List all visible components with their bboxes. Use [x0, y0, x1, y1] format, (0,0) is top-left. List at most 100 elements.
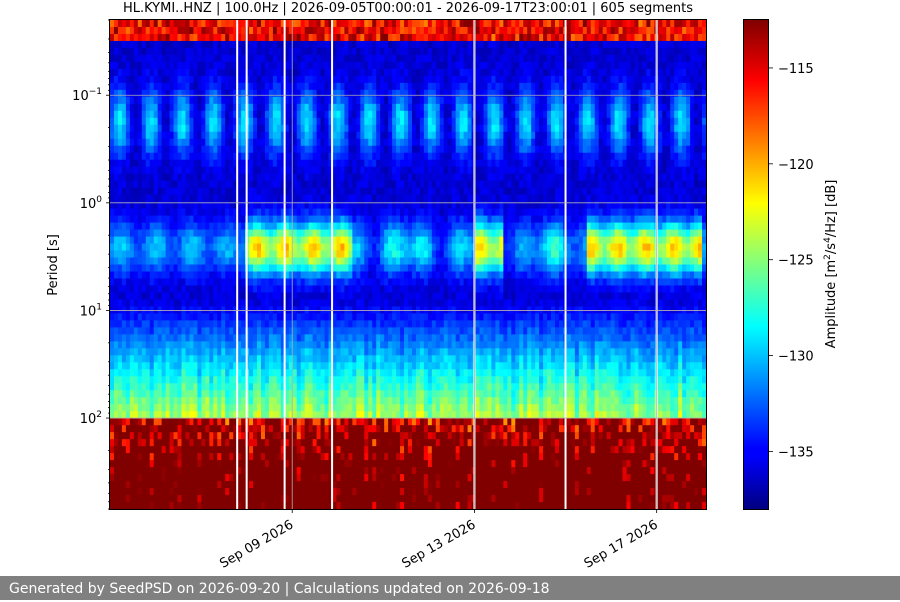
heatmap-column [483, 20, 488, 510]
heatmap-column [166, 20, 171, 510]
heatmap-column [583, 20, 588, 510]
heatmap-column [273, 20, 278, 510]
heatmap-column [638, 20, 643, 510]
heatmap-column [623, 20, 628, 510]
heatmap-column [174, 20, 179, 510]
heatmap-column [388, 20, 393, 510]
heatmap-column [185, 20, 190, 510]
heatmap-column [201, 20, 206, 510]
heatmap-column [229, 20, 234, 510]
heatmap-column [293, 20, 298, 510]
heatmap-column [448, 20, 453, 510]
heatmap-column [658, 20, 663, 510]
heatmap-column [507, 20, 512, 510]
heatmap-column [130, 20, 135, 510]
heatmap-column [555, 20, 560, 510]
heatmap-column [114, 20, 119, 510]
heatmap-column [356, 20, 361, 510]
heatmap-column [682, 20, 687, 510]
heatmap-column [698, 20, 703, 510]
colorbar-label: Amplitude [m2/s4/Hz] [dB] [823, 180, 839, 349]
heatmap-column [182, 20, 187, 510]
heatmap-column [468, 20, 473, 510]
heatmap-column [205, 20, 210, 510]
heatmap-column [376, 20, 381, 510]
heatmap-column [321, 20, 326, 510]
heatmap-column [464, 20, 469, 510]
heatmap-column [487, 20, 492, 510]
heatmap-column [440, 20, 445, 510]
heatmap-column [142, 20, 147, 510]
heatmap-column [150, 20, 155, 510]
heatmap-column [336, 20, 341, 510]
heatmap-column [392, 20, 397, 510]
heatmap-column [249, 20, 254, 510]
heatmap-column [551, 20, 556, 510]
heatmap-column [309, 20, 314, 510]
heatmap-column [368, 20, 373, 510]
heatmap-column [253, 20, 258, 510]
heatmap-column [595, 20, 600, 510]
y-tick-label: 101 [80, 302, 102, 319]
heatmap-column [193, 20, 198, 510]
heatmap-column [436, 20, 441, 510]
heatmap-column [277, 20, 282, 510]
heatmap-column [384, 20, 389, 510]
heatmap-column [591, 20, 596, 510]
colorbar-tick-label: −120 [778, 158, 814, 173]
heatmap-column [344, 20, 349, 510]
colorbar-tick-label: −125 [778, 254, 814, 269]
chart-title: HL.KYMI..HNZ | 100.0Hz | 2026-09-05T00:0… [123, 1, 693, 16]
heatmap-column [575, 20, 580, 510]
footer-bar: Generated by SeedPSD on 2026-09-20 | Cal… [0, 576, 900, 600]
y-tick-label: 102 [80, 410, 102, 427]
heatmap-column [197, 20, 202, 510]
heatmap-column [611, 20, 616, 510]
heatmap-column [134, 20, 139, 510]
heatmap-column [221, 20, 226, 510]
heatmap-column [702, 20, 707, 510]
heatmap-column [189, 20, 194, 510]
heatmap-column [225, 20, 230, 510]
y-tick-label: 10−1 [72, 87, 102, 104]
heatmap-column [428, 20, 433, 510]
heatmap-column [297, 20, 302, 510]
heatmap-column [122, 20, 127, 510]
x-tick-label: Sep 09 2026 [217, 517, 296, 571]
heatmap-column [265, 20, 270, 510]
heatmap-column [348, 20, 353, 510]
heatmap-column [360, 20, 365, 510]
heatmap-column [599, 20, 604, 510]
heatmap-column [269, 20, 274, 510]
heatmap-column [547, 20, 552, 510]
y-tick-label: 100 [80, 195, 103, 212]
heatmap-column [289, 20, 294, 510]
heatmap-column [495, 20, 500, 510]
heatmap-column [460, 20, 465, 510]
colorbar-ticks: −115−120−125−130−135 [769, 62, 814, 461]
heatmap-column [662, 20, 667, 510]
heatmap-column [364, 20, 369, 510]
heatmap-column [118, 20, 123, 510]
heatmap-column [567, 20, 572, 510]
heatmap-column [480, 20, 485, 510]
heatmap-column [452, 20, 457, 510]
heatmap-column [340, 20, 345, 510]
psd-chart: HL.KYMI..HNZ | 100.0Hz | 2026-09-05T00:0… [0, 0, 900, 576]
heatmap-column [317, 20, 322, 510]
heatmap-column [396, 20, 401, 510]
heatmap-column [615, 20, 620, 510]
footer-text: Generated by SeedPSD on 2026-09-20 | Cal… [9, 581, 550, 597]
heatmap-column [170, 20, 175, 510]
psd-heatmap [110, 20, 707, 510]
heatmap-column [587, 20, 592, 510]
heatmap-column [162, 20, 167, 510]
heatmap-column [158, 20, 163, 510]
heatmap-column [261, 20, 266, 510]
heatmap-column [110, 20, 115, 510]
heatmap-column [666, 20, 671, 510]
heatmap-column [627, 20, 632, 510]
heatmap-column [511, 20, 516, 510]
heatmap-column [523, 20, 528, 510]
